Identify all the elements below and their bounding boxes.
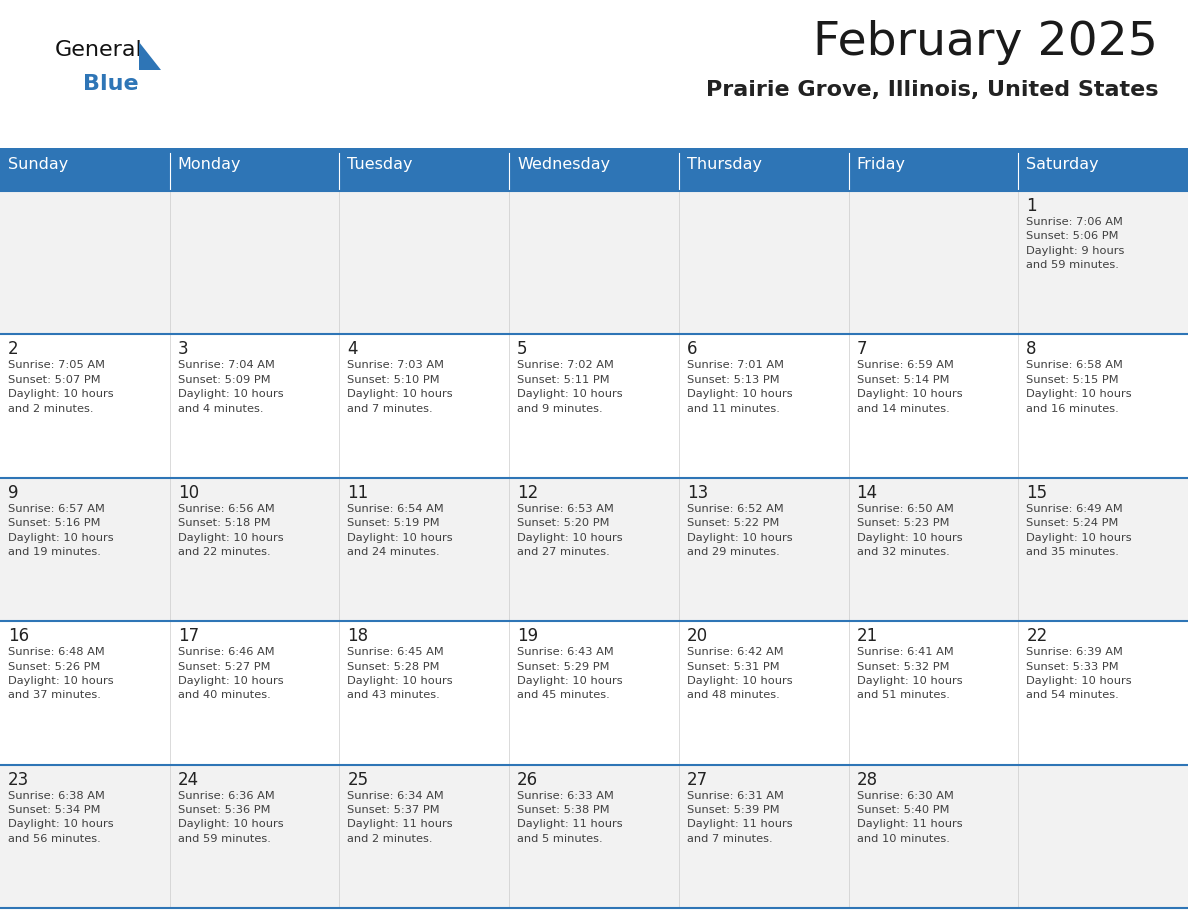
Text: 23: 23: [8, 770, 30, 789]
Text: Sunrise: 6:54 AM
Sunset: 5:19 PM
Daylight: 10 hours
and 24 minutes.: Sunrise: 6:54 AM Sunset: 5:19 PM Dayligh…: [347, 504, 453, 557]
Text: Sunrise: 6:50 AM
Sunset: 5:23 PM
Daylight: 10 hours
and 32 minutes.: Sunrise: 6:50 AM Sunset: 5:23 PM Dayligh…: [857, 504, 962, 557]
Text: Wednesday: Wednesday: [517, 157, 611, 172]
Text: Sunrise: 6:59 AM
Sunset: 5:14 PM
Daylight: 10 hours
and 14 minutes.: Sunrise: 6:59 AM Sunset: 5:14 PM Dayligh…: [857, 361, 962, 414]
Text: 10: 10: [178, 484, 198, 502]
Text: 14: 14: [857, 484, 878, 502]
Text: 3: 3: [178, 341, 189, 358]
Text: 15: 15: [1026, 484, 1048, 502]
Text: Sunrise: 7:04 AM
Sunset: 5:09 PM
Daylight: 10 hours
and 4 minutes.: Sunrise: 7:04 AM Sunset: 5:09 PM Dayligh…: [178, 361, 284, 414]
Bar: [170, 153, 340, 191]
Text: Sunrise: 7:02 AM
Sunset: 5:11 PM
Daylight: 10 hours
and 9 minutes.: Sunrise: 7:02 AM Sunset: 5:11 PM Dayligh…: [517, 361, 623, 414]
Text: 8: 8: [1026, 341, 1037, 358]
Bar: [510, 153, 678, 191]
Text: Sunrise: 7:03 AM
Sunset: 5:10 PM
Daylight: 10 hours
and 7 minutes.: Sunrise: 7:03 AM Sunset: 5:10 PM Dayligh…: [347, 361, 453, 414]
Text: 22: 22: [1026, 627, 1048, 645]
Text: 11: 11: [347, 484, 368, 502]
Text: Sunrise: 6:34 AM
Sunset: 5:37 PM
Daylight: 11 hours
and 2 minutes.: Sunrise: 6:34 AM Sunset: 5:37 PM Dayligh…: [347, 790, 453, 844]
Text: Sunrise: 6:48 AM
Sunset: 5:26 PM
Daylight: 10 hours
and 37 minutes.: Sunrise: 6:48 AM Sunset: 5:26 PM Dayligh…: [8, 647, 114, 700]
Text: 9: 9: [8, 484, 19, 502]
Text: Sunrise: 7:06 AM
Sunset: 5:06 PM
Daylight: 9 hours
and 59 minutes.: Sunrise: 7:06 AM Sunset: 5:06 PM Dayligh…: [1026, 217, 1125, 270]
Text: 2: 2: [8, 341, 19, 358]
Text: Sunrise: 7:05 AM
Sunset: 5:07 PM
Daylight: 10 hours
and 2 minutes.: Sunrise: 7:05 AM Sunset: 5:07 PM Dayligh…: [8, 361, 114, 414]
Text: Sunrise: 6:39 AM
Sunset: 5:33 PM
Daylight: 10 hours
and 54 minutes.: Sunrise: 6:39 AM Sunset: 5:33 PM Dayligh…: [1026, 647, 1132, 700]
Text: 5: 5: [517, 341, 527, 358]
Text: 18: 18: [347, 627, 368, 645]
Text: February 2025: February 2025: [813, 20, 1158, 65]
Text: Sunrise: 6:33 AM
Sunset: 5:38 PM
Daylight: 11 hours
and 5 minutes.: Sunrise: 6:33 AM Sunset: 5:38 PM Dayligh…: [517, 790, 623, 844]
Text: Sunrise: 6:56 AM
Sunset: 5:18 PM
Daylight: 10 hours
and 22 minutes.: Sunrise: 6:56 AM Sunset: 5:18 PM Dayligh…: [178, 504, 284, 557]
Text: Sunrise: 6:53 AM
Sunset: 5:20 PM
Daylight: 10 hours
and 27 minutes.: Sunrise: 6:53 AM Sunset: 5:20 PM Dayligh…: [517, 504, 623, 557]
Bar: [0, 334, 1188, 477]
Bar: [1018, 153, 1188, 191]
Text: Sunrise: 6:30 AM
Sunset: 5:40 PM
Daylight: 11 hours
and 10 minutes.: Sunrise: 6:30 AM Sunset: 5:40 PM Dayligh…: [857, 790, 962, 844]
Text: 4: 4: [347, 341, 358, 358]
Text: Sunrise: 6:36 AM
Sunset: 5:36 PM
Daylight: 10 hours
and 59 minutes.: Sunrise: 6:36 AM Sunset: 5:36 PM Dayligh…: [178, 790, 284, 844]
Text: Monday: Monday: [178, 157, 241, 172]
Text: Sunrise: 6:42 AM
Sunset: 5:31 PM
Daylight: 10 hours
and 48 minutes.: Sunrise: 6:42 AM Sunset: 5:31 PM Dayligh…: [687, 647, 792, 700]
Bar: [0, 153, 170, 191]
Text: Sunrise: 7:01 AM
Sunset: 5:13 PM
Daylight: 10 hours
and 11 minutes.: Sunrise: 7:01 AM Sunset: 5:13 PM Dayligh…: [687, 361, 792, 414]
Text: General: General: [55, 40, 143, 60]
Text: Prairie Grove, Illinois, United States: Prairie Grove, Illinois, United States: [706, 80, 1158, 100]
Bar: [0, 477, 1188, 621]
Text: Blue: Blue: [83, 74, 139, 94]
Text: 1: 1: [1026, 197, 1037, 215]
Text: Sunrise: 6:52 AM
Sunset: 5:22 PM
Daylight: 10 hours
and 29 minutes.: Sunrise: 6:52 AM Sunset: 5:22 PM Dayligh…: [687, 504, 792, 557]
Bar: [0, 148, 1188, 153]
Bar: [340, 153, 510, 191]
Text: Tuesday: Tuesday: [347, 157, 413, 172]
Text: Sunrise: 6:45 AM
Sunset: 5:28 PM
Daylight: 10 hours
and 43 minutes.: Sunrise: 6:45 AM Sunset: 5:28 PM Dayligh…: [347, 647, 453, 700]
Text: Friday: Friday: [857, 157, 905, 172]
Text: 7: 7: [857, 341, 867, 358]
Text: 19: 19: [517, 627, 538, 645]
Text: 28: 28: [857, 770, 878, 789]
Bar: [0, 621, 1188, 765]
Text: 13: 13: [687, 484, 708, 502]
Text: Sunrise: 6:57 AM
Sunset: 5:16 PM
Daylight: 10 hours
and 19 minutes.: Sunrise: 6:57 AM Sunset: 5:16 PM Dayligh…: [8, 504, 114, 557]
Text: Sunrise: 6:49 AM
Sunset: 5:24 PM
Daylight: 10 hours
and 35 minutes.: Sunrise: 6:49 AM Sunset: 5:24 PM Dayligh…: [1026, 504, 1132, 557]
Bar: [848, 153, 1018, 191]
Text: Sunrise: 6:46 AM
Sunset: 5:27 PM
Daylight: 10 hours
and 40 minutes.: Sunrise: 6:46 AM Sunset: 5:27 PM Dayligh…: [178, 647, 284, 700]
Text: Saturday: Saturday: [1026, 157, 1099, 172]
Text: 26: 26: [517, 770, 538, 789]
Text: Sunrise: 6:41 AM
Sunset: 5:32 PM
Daylight: 10 hours
and 51 minutes.: Sunrise: 6:41 AM Sunset: 5:32 PM Dayligh…: [857, 647, 962, 700]
Text: 6: 6: [687, 341, 697, 358]
Text: 20: 20: [687, 627, 708, 645]
Text: 12: 12: [517, 484, 538, 502]
Bar: [0, 191, 1188, 334]
Polygon shape: [139, 42, 162, 70]
Bar: [0, 765, 1188, 908]
Bar: [678, 153, 848, 191]
Text: Sunday: Sunday: [8, 157, 68, 172]
Text: 27: 27: [687, 770, 708, 789]
Text: 25: 25: [347, 770, 368, 789]
Text: Sunrise: 6:38 AM
Sunset: 5:34 PM
Daylight: 10 hours
and 56 minutes.: Sunrise: 6:38 AM Sunset: 5:34 PM Dayligh…: [8, 790, 114, 844]
Text: Sunrise: 6:43 AM
Sunset: 5:29 PM
Daylight: 10 hours
and 45 minutes.: Sunrise: 6:43 AM Sunset: 5:29 PM Dayligh…: [517, 647, 623, 700]
Text: 21: 21: [857, 627, 878, 645]
Text: 24: 24: [178, 770, 198, 789]
Text: Sunrise: 6:58 AM
Sunset: 5:15 PM
Daylight: 10 hours
and 16 minutes.: Sunrise: 6:58 AM Sunset: 5:15 PM Dayligh…: [1026, 361, 1132, 414]
Text: Thursday: Thursday: [687, 157, 762, 172]
Text: 16: 16: [8, 627, 30, 645]
Text: 17: 17: [178, 627, 198, 645]
Text: Sunrise: 6:31 AM
Sunset: 5:39 PM
Daylight: 11 hours
and 7 minutes.: Sunrise: 6:31 AM Sunset: 5:39 PM Dayligh…: [687, 790, 792, 844]
